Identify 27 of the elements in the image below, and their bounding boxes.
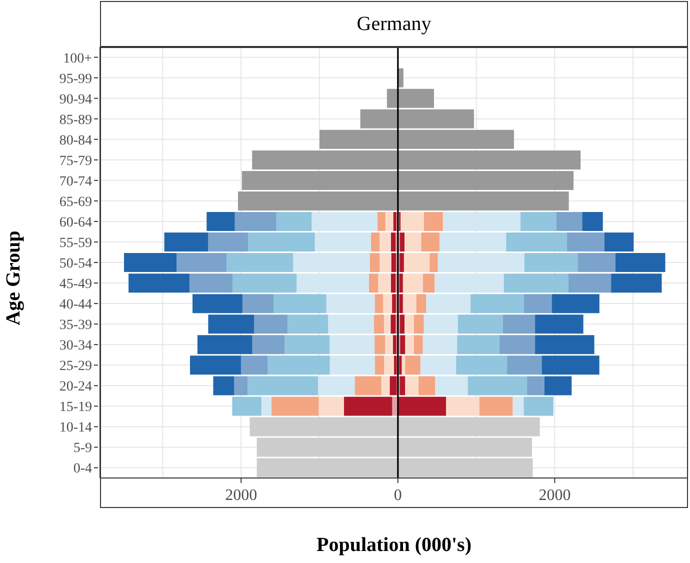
y-tick-label: 70-74 [59,174,92,190]
chart-title: Germany [100,1,688,47]
y-tick-label: 55-59 [59,236,92,251]
y-tick-label: 20-24 [59,380,92,395]
x-axis-title: Population (000's) [315,534,473,557]
y-tick-label: 75-79 [59,154,92,169]
y-tick-label: 90-94 [59,92,92,108]
y-tick-label: 35-39 [59,318,92,334]
y-tick-label: 30-34 [59,338,92,354]
y-tick-label: 5-9 [73,441,92,456]
y-tick-label: 0-4 [73,462,92,477]
y-tick-label: 15-19 [59,400,92,416]
y-tick-label: 85-89 [59,112,92,128]
y-tick-label: 95-99 [59,72,92,87]
y-tick-label: 25-29 [59,359,92,374]
y-tick-label: 60-64 [59,215,92,230]
y-tick-label: 45-49 [59,277,92,292]
y-tick-label: 50-54 [59,256,92,272]
y-tick-label: 100+ [63,51,92,66]
y-tick-label: 10-14 [59,420,92,436]
y-axis-title: Age Group [2,230,26,325]
y-tick-label: 65-69 [59,194,92,210]
x-tick-label: 2000 [538,487,571,504]
x-tick-label: 2000 [225,487,258,504]
y-tick-label: 80-84 [59,133,92,148]
y-tick-label: 40-44 [59,298,92,313]
x-tick-label: 0 [394,487,402,504]
